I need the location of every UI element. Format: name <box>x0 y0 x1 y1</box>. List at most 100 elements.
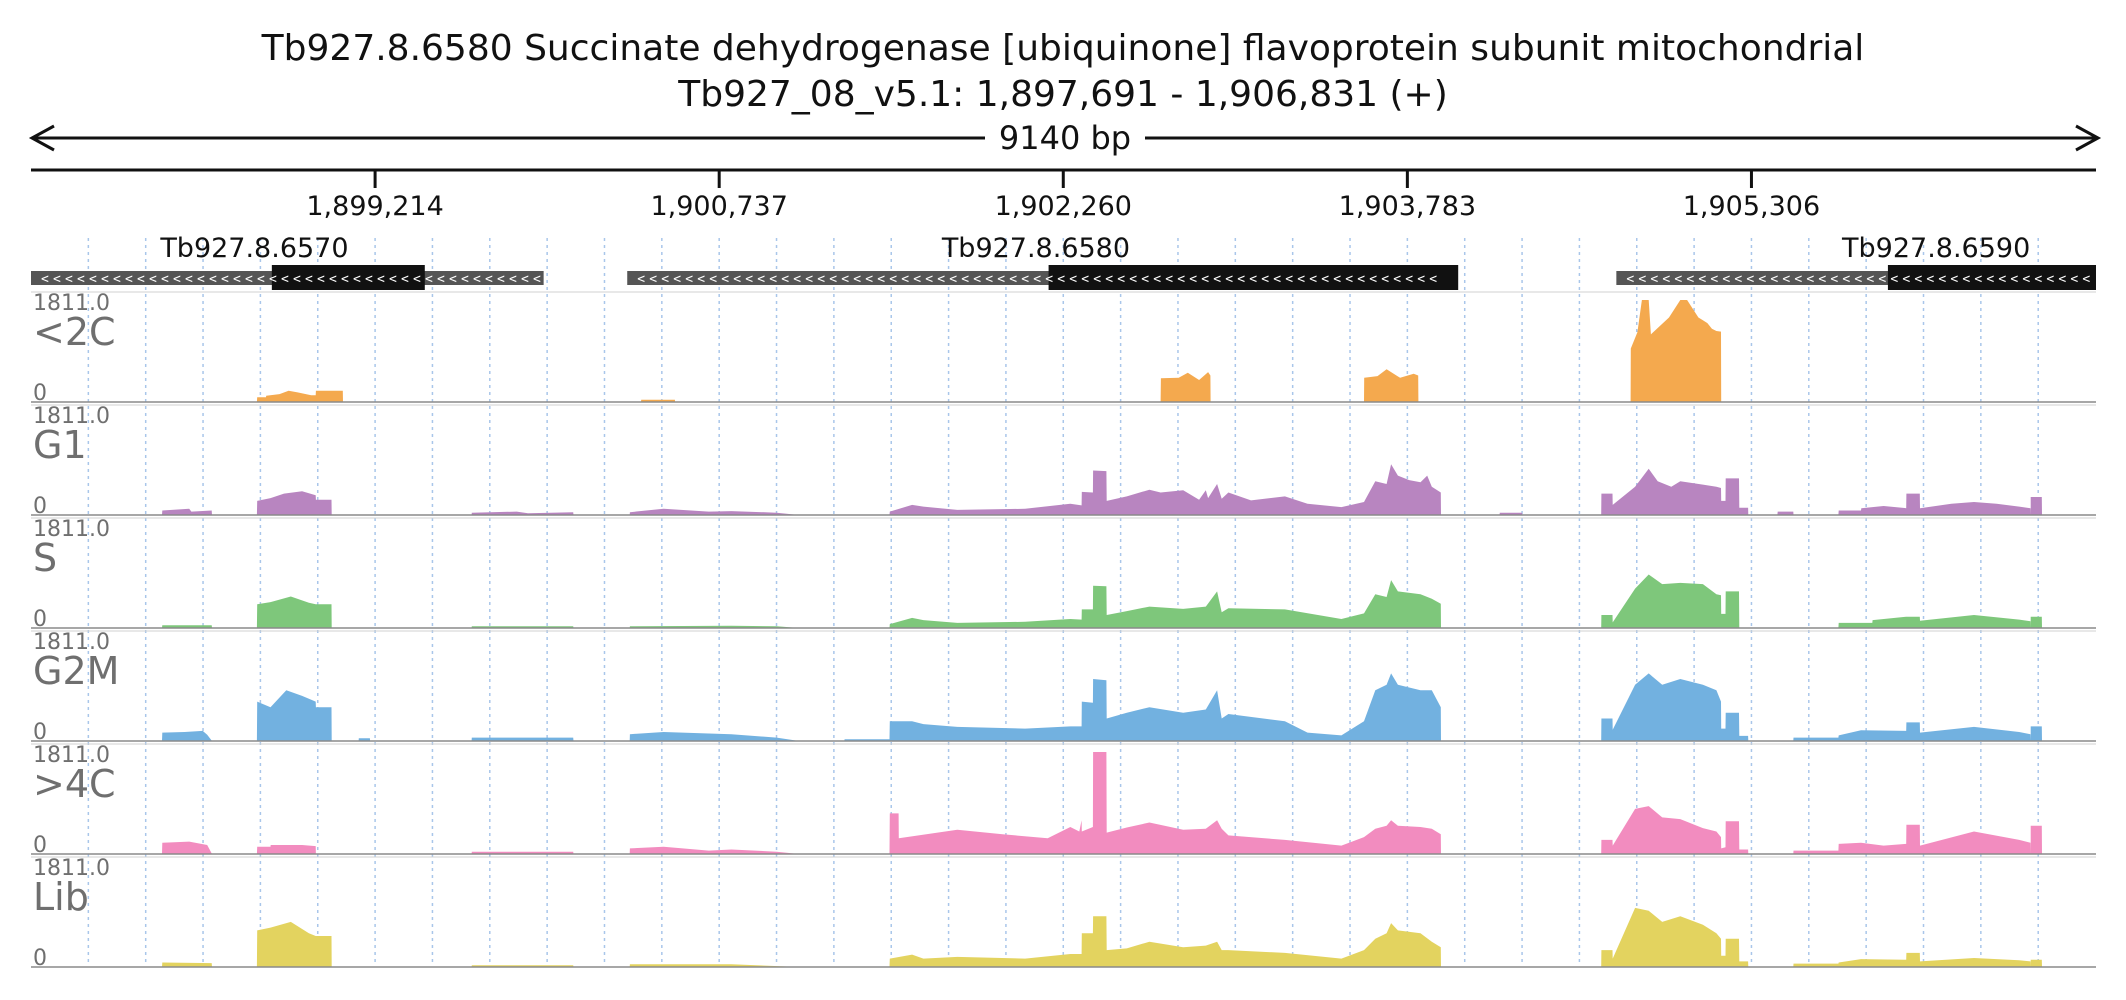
chart-subtitle: Tb927_08_v5.1: 1,897,691 - 1,906,831 (+) <box>677 74 1448 115</box>
strand-arrow-icon: < <box>377 272 385 287</box>
strand-arrow-icon: < <box>2070 272 2078 287</box>
gene-cds-bar <box>1048 265 1459 290</box>
track-zero-label: 0 <box>33 381 47 406</box>
strand-arrow-icon: < <box>1746 272 1754 287</box>
strand-arrow-icon: < <box>1189 272 1197 287</box>
track-name: Lib <box>33 875 89 919</box>
strand-arrow-icon: < <box>985 272 993 287</box>
strand-arrow-icon: < <box>1734 272 1742 287</box>
strand-arrow-icon: < <box>2022 272 2030 287</box>
strand-arrow-icon: < <box>2034 272 2042 287</box>
ruler-tick-label: 1,902,260 <box>995 191 1132 222</box>
strand-arrow-icon: < <box>1321 272 1329 287</box>
gene-Tb927.8.6570: < < < < < < < < < < < < < < < < < < < < < < < < < < < < < < < < < < < < < < < <… <box>31 233 544 290</box>
strand-arrow-icon: < <box>1153 272 1161 287</box>
strand-arrow-icon: < <box>949 272 957 287</box>
strand-arrow-icon: < <box>509 272 517 287</box>
strand-arrow-icon: < <box>1710 272 1718 287</box>
track-zero-label: 0 <box>33 833 47 858</box>
strand-arrow-icon: < <box>329 272 337 287</box>
strand-arrow-icon: < <box>1782 272 1790 287</box>
strand-arrow-icon: < <box>877 272 885 287</box>
strand-arrow-icon: < <box>1626 272 1634 287</box>
strand-arrow-icon: < <box>2082 272 2090 287</box>
strand-arrow-icon: < <box>1722 272 1730 287</box>
strand-arrow-icon: < <box>1770 272 1778 287</box>
strand-arrow-icon: < <box>425 272 433 287</box>
strand-arrow-icon: < <box>1866 272 1874 287</box>
strand-arrow-icon: < <box>733 272 741 287</box>
strand-arrow-icon: < <box>769 272 777 287</box>
strand-arrow-icon: < <box>1333 272 1341 287</box>
strand-arrow-icon: < <box>1117 272 1125 287</box>
strand-arrow-icon: < <box>937 272 945 287</box>
strand-arrow-icon: < <box>1890 272 1898 287</box>
strand-arrow-icon: < <box>1201 272 1209 287</box>
strand-arrow-icon: < <box>1261 272 1269 287</box>
strand-arrow-icon: < <box>197 272 205 287</box>
strand-arrow-icon: < <box>661 272 669 287</box>
strand-arrow-icon: < <box>257 272 265 287</box>
coverage-area <box>31 574 2096 628</box>
strand-arrow-icon: < <box>1225 272 1233 287</box>
strand-arrow-icon: < <box>1381 272 1389 287</box>
strand-arrow-icon: < <box>161 272 169 287</box>
strand-arrow-icon: < <box>2046 272 2054 287</box>
strand-arrow-icon: < <box>1105 272 1113 287</box>
strand-arrow-icon: < <box>1938 272 1946 287</box>
strand-arrow-icon: < <box>1417 272 1425 287</box>
strand-arrow-icon: < <box>1069 272 1077 287</box>
strand-arrow-icon: < <box>1369 272 1377 287</box>
strand-arrow-icon: < <box>1237 272 1245 287</box>
strand-arrow-icon: < <box>673 272 681 287</box>
strand-arrow-icon: < <box>281 272 289 287</box>
gene-cds-bar <box>271 265 425 290</box>
strand-arrow-icon: < <box>1950 272 1958 287</box>
strand-arrow-icon: < <box>1273 272 1281 287</box>
strand-arrow-icon: < <box>829 272 837 287</box>
strand-arrow-icon: < <box>1962 272 1970 287</box>
strand-arrow-icon: < <box>365 272 373 287</box>
coverage-area <box>31 907 2096 967</box>
strand-arrow-icon: < <box>437 272 445 287</box>
strand-arrow-icon: < <box>341 272 349 287</box>
strand-arrow-icon: < <box>1986 272 1994 287</box>
track-max-label: 1811.0 <box>33 856 110 881</box>
strand-arrow-icon: < <box>793 272 801 287</box>
strand-arrow-icon: < <box>1806 272 1814 287</box>
strand-arrow-icon: < <box>221 272 229 287</box>
strand-arrow-icon: < <box>1345 272 1353 287</box>
track-max-label: 1811.0 <box>33 517 110 542</box>
strand-arrow-icon: < <box>413 272 421 287</box>
gene-Tb927.8.6590: < < < < < < < < < < < < < < < < < < < < < < < < < < < < < < < < < < < < < < < T… <box>1616 233 2096 290</box>
strand-arrow-icon: < <box>1674 272 1682 287</box>
strand-arrow-icon: < <box>185 272 193 287</box>
strand-arrow-icon: < <box>1926 272 1934 287</box>
strand-arrow-icon: < <box>637 272 645 287</box>
strand-arrow-icon: < <box>1165 272 1173 287</box>
strand-arrow-icon: < <box>1141 272 1149 287</box>
strand-arrow-icon: < <box>245 272 253 287</box>
strand-arrow-icon: < <box>137 272 145 287</box>
strand-arrow-icon: < <box>149 272 157 287</box>
track-name: >4C <box>33 762 116 806</box>
gene-annotation-track: < < < < < < < < < < < < < < < < < < < < < < < < < < < < < < < < < < < < < < < <… <box>31 233 2096 290</box>
strand-arrow-icon: < <box>745 272 753 287</box>
track-2: 1811.0S 0 <box>31 517 2096 632</box>
strand-arrow-icon: < <box>1297 272 1305 287</box>
strand-arrow-icon: < <box>473 272 481 287</box>
strand-arrow-icon: < <box>233 272 241 287</box>
strand-arrow-icon: < <box>53 272 61 287</box>
strand-arrow-icon: < <box>89 272 97 287</box>
strand-arrow-icon: < <box>497 272 505 287</box>
strand-arrow-icon: < <box>1638 272 1646 287</box>
strand-arrow-icon: < <box>901 272 909 287</box>
track-name: G1 <box>33 423 87 467</box>
strand-arrow-icon: < <box>697 272 705 287</box>
strand-arrow-icon: < <box>841 272 849 287</box>
gene-Tb927.8.6580: < < < < < < < < < < < < < < < < < < < < < < < < < < < < < < < < < < < < < < < <… <box>627 233 1459 290</box>
strand-arrow-icon: < <box>485 272 493 287</box>
track-name: S <box>33 536 57 580</box>
